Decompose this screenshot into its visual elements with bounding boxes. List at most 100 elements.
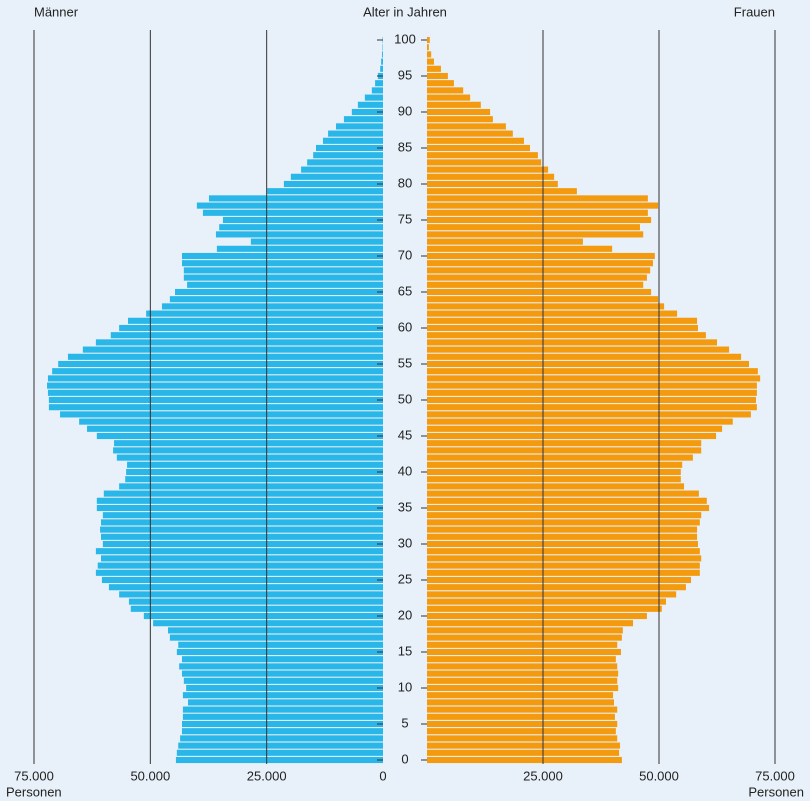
- bar: [127, 317, 383, 324]
- bar: [180, 735, 383, 742]
- bar: [427, 756, 622, 764]
- bar: [427, 209, 648, 216]
- bar: [181, 720, 383, 728]
- bar: [153, 620, 383, 627]
- bar: [427, 591, 677, 598]
- bar: [427, 648, 621, 656]
- y-tick-label: 65: [398, 283, 412, 298]
- bar: [371, 87, 383, 94]
- bar: [427, 677, 618, 684]
- bar: [427, 598, 666, 605]
- bar: [181, 260, 383, 267]
- bar: [208, 195, 383, 202]
- bar: [102, 512, 384, 519]
- bar: [427, 87, 464, 94]
- bar: [427, 728, 616, 735]
- y-tick-label: 20: [398, 607, 412, 622]
- x-tick-label: 75.000: [14, 768, 54, 783]
- bar: [328, 130, 383, 137]
- bar: [427, 116, 493, 123]
- bar: [48, 396, 384, 404]
- y-tick-label: 30: [398, 535, 412, 550]
- bar: [427, 411, 751, 418]
- bar: [427, 526, 698, 533]
- bar: [427, 80, 454, 87]
- bar: [215, 231, 383, 238]
- bar: [119, 483, 383, 490]
- bar: [97, 562, 383, 569]
- bar: [283, 180, 383, 188]
- bar: [95, 548, 383, 555]
- bar: [182, 706, 383, 713]
- bar: [427, 670, 619, 677]
- bar: [301, 166, 383, 173]
- bar: [196, 202, 383, 209]
- y-tick-label: 55: [398, 355, 412, 370]
- bar: [427, 180, 558, 188]
- bar: [322, 137, 383, 144]
- bar: [364, 94, 383, 101]
- bar: [427, 281, 644, 288]
- bar: [427, 569, 700, 576]
- bar: [427, 382, 757, 389]
- bar: [178, 641, 383, 648]
- y-tick-label: 85: [398, 139, 412, 154]
- x-tick-label: 25.000: [523, 768, 563, 783]
- bar: [250, 238, 383, 245]
- bar: [119, 324, 383, 332]
- bar: [427, 36, 430, 44]
- y-tick-label: 15: [398, 643, 412, 658]
- bar: [427, 94, 471, 101]
- y-tick-label: 95: [398, 67, 412, 82]
- bar: [96, 432, 383, 440]
- bar: [183, 274, 383, 281]
- bar: [187, 281, 383, 288]
- bar: [127, 461, 383, 468]
- bar: [427, 540, 698, 548]
- bar: [181, 670, 383, 677]
- bar: [307, 159, 383, 166]
- bar: [427, 425, 723, 432]
- bar: [315, 144, 383, 152]
- bar: [427, 684, 619, 692]
- bar: [96, 504, 383, 512]
- bar: [427, 368, 758, 375]
- bar: [47, 382, 384, 389]
- bar: [130, 605, 383, 612]
- bar: [427, 346, 730, 353]
- bar: [113, 447, 384, 454]
- bar: [427, 706, 618, 713]
- bar: [427, 267, 651, 274]
- bar: [48, 404, 384, 411]
- bar: [101, 555, 384, 562]
- bar: [168, 627, 383, 634]
- bar: [427, 749, 620, 756]
- bar: [427, 742, 621, 749]
- bar: [183, 267, 383, 274]
- bar: [427, 137, 524, 144]
- bar: [427, 152, 538, 159]
- bar: [202, 209, 383, 216]
- bar: [427, 461, 683, 468]
- bar: [427, 332, 706, 339]
- bar: [427, 159, 542, 166]
- x-tick-label: 25.000: [247, 768, 287, 783]
- bar: [427, 692, 614, 699]
- bar: [47, 389, 384, 396]
- legend-women: Frauen: [734, 4, 775, 19]
- bar: [58, 360, 384, 368]
- bar: [427, 490, 699, 497]
- bar: [146, 310, 383, 317]
- bar: [427, 713, 615, 720]
- bar: [427, 634, 622, 641]
- bar: [101, 519, 384, 526]
- y-tick-label: 50: [398, 391, 412, 406]
- bar: [188, 699, 383, 706]
- bar: [427, 72, 448, 80]
- bar: [96, 497, 383, 504]
- bar: [181, 728, 383, 735]
- bar: [182, 692, 383, 699]
- y-tick-label: 25: [398, 571, 412, 586]
- bar: [427, 224, 640, 231]
